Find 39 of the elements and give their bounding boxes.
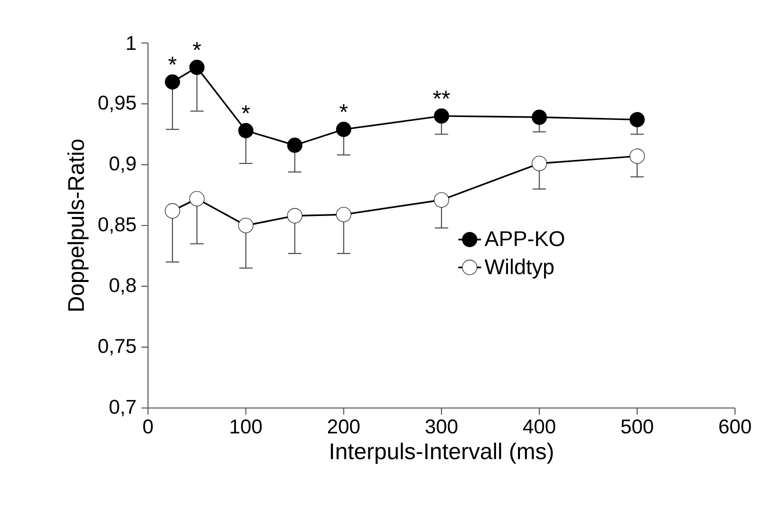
y-tick-label: 0,8: [110, 278, 136, 295]
y-tick-label: 0,9: [110, 156, 136, 173]
point: [287, 208, 302, 224]
y-axis-title: Doppelpuls-Ratio: [67, 140, 89, 311]
point: [434, 108, 450, 124]
point: [287, 138, 302, 153]
annotation: **: [433, 90, 450, 99]
point: [238, 218, 254, 234]
point: [336, 206, 352, 222]
x-tick-label: 500: [621, 419, 654, 434]
annotation: *: [340, 104, 348, 112]
x-tick-label: 300: [426, 419, 458, 434]
y-tick-label: 0,85: [98, 217, 136, 234]
point: [164, 74, 180, 90]
point: [164, 203, 180, 219]
annotation: *: [192, 42, 201, 50]
point: [189, 60, 205, 75]
point: [630, 112, 645, 128]
point: [630, 148, 645, 164]
y-tick-label: 0,7: [110, 400, 136, 416]
point: [532, 156, 547, 172]
y-tick-label: 0,95: [98, 96, 136, 112]
point: [532, 110, 547, 125]
x-tick-label: 100: [230, 419, 262, 434]
x-tick-label: 600: [719, 419, 751, 434]
y-tick-label: 0,75: [98, 338, 136, 356]
legend-label: APP-KO: [484, 231, 564, 246]
annotation: *: [242, 105, 250, 114]
annotation: *: [168, 56, 177, 65]
y-tick-label: 1: [127, 36, 136, 50]
x-tick-label: 0: [143, 419, 153, 434]
x-axis-title: Interpuls-Intervall (ms): [330, 442, 553, 464]
point: [189, 191, 205, 206]
x-tick-label: 200: [328, 419, 360, 434]
point: [434, 192, 450, 208]
legend-label: Wildtyp: [484, 258, 554, 279]
point: [336, 122, 352, 137]
point: [238, 123, 254, 138]
x-tick-label: 400: [523, 419, 556, 434]
